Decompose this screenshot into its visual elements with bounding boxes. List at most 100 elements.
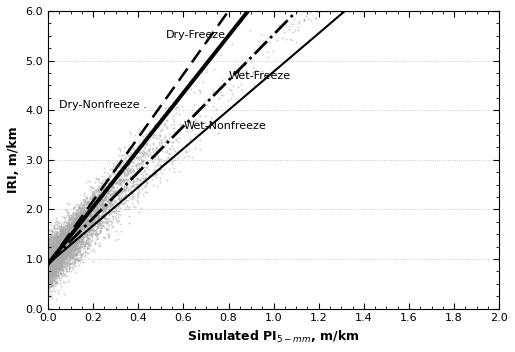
Point — [44, 269, 53, 274]
Point — [77, 220, 85, 226]
Point — [133, 175, 141, 181]
Point — [105, 207, 113, 213]
Point — [49, 252, 57, 258]
Point — [68, 227, 76, 233]
Point — [124, 197, 132, 203]
Point — [105, 212, 113, 218]
Point — [77, 214, 85, 220]
Point — [57, 259, 65, 265]
Point — [44, 267, 53, 272]
Point — [45, 279, 53, 285]
Point — [104, 190, 112, 195]
Point — [45, 275, 54, 281]
Point — [62, 228, 71, 234]
Point — [47, 256, 56, 262]
Point — [135, 149, 144, 155]
Point — [73, 233, 81, 239]
Point — [161, 157, 169, 163]
Point — [81, 212, 89, 217]
Point — [116, 186, 124, 191]
Point — [69, 230, 77, 236]
Point — [47, 267, 55, 272]
Point — [115, 177, 123, 183]
Point — [53, 248, 61, 254]
Point — [52, 240, 60, 246]
Point — [57, 258, 65, 264]
Point — [129, 179, 138, 185]
Point — [54, 239, 62, 244]
Point — [52, 251, 60, 257]
Point — [52, 261, 60, 267]
Point — [51, 259, 59, 265]
Point — [71, 260, 79, 266]
Point — [69, 227, 77, 233]
Point — [64, 266, 73, 271]
Point — [61, 222, 70, 228]
Point — [86, 210, 94, 215]
Point — [49, 231, 57, 237]
Point — [98, 197, 106, 202]
Point — [307, 8, 315, 14]
Point — [77, 237, 85, 243]
Point — [53, 239, 61, 245]
Point — [101, 194, 109, 199]
Point — [51, 250, 59, 256]
Point — [51, 274, 59, 279]
Point — [67, 234, 76, 240]
Point — [190, 112, 198, 118]
Point — [73, 222, 81, 228]
Point — [72, 240, 80, 246]
Point — [58, 262, 66, 267]
Point — [138, 159, 146, 164]
Point — [70, 215, 78, 221]
Point — [61, 242, 69, 247]
Point — [64, 237, 73, 243]
Point — [250, 83, 259, 88]
Point — [68, 231, 77, 237]
Point — [131, 150, 140, 156]
Point — [84, 222, 92, 228]
Point — [113, 193, 122, 198]
Point — [56, 239, 64, 245]
Point — [75, 240, 83, 245]
Point — [46, 261, 55, 266]
Point — [79, 222, 87, 228]
Point — [48, 271, 56, 277]
Point — [51, 254, 59, 260]
Point — [73, 245, 81, 251]
Point — [58, 232, 66, 238]
Point — [53, 259, 61, 264]
Point — [60, 215, 68, 221]
Point — [48, 268, 56, 274]
Point — [68, 266, 77, 272]
Point — [107, 184, 115, 189]
Point — [66, 238, 74, 244]
Point — [76, 224, 84, 230]
Point — [198, 69, 207, 75]
Point — [100, 189, 108, 195]
Point — [124, 165, 132, 170]
Point — [45, 238, 53, 244]
Point — [56, 238, 64, 244]
Point — [124, 170, 132, 176]
Point — [55, 247, 63, 253]
Point — [96, 219, 104, 224]
Point — [46, 279, 54, 285]
Point — [82, 224, 90, 230]
Point — [59, 239, 67, 245]
Point — [64, 253, 73, 258]
Point — [145, 172, 153, 178]
Point — [45, 262, 54, 268]
Point — [77, 222, 85, 228]
Point — [45, 254, 53, 260]
Point — [58, 241, 66, 247]
Point — [44, 259, 53, 265]
Point — [70, 234, 78, 240]
Point — [162, 159, 170, 165]
Point — [98, 191, 107, 197]
Point — [59, 254, 67, 259]
Point — [352, 8, 360, 14]
Point — [113, 212, 122, 217]
Point — [89, 208, 97, 213]
Point — [44, 253, 53, 259]
